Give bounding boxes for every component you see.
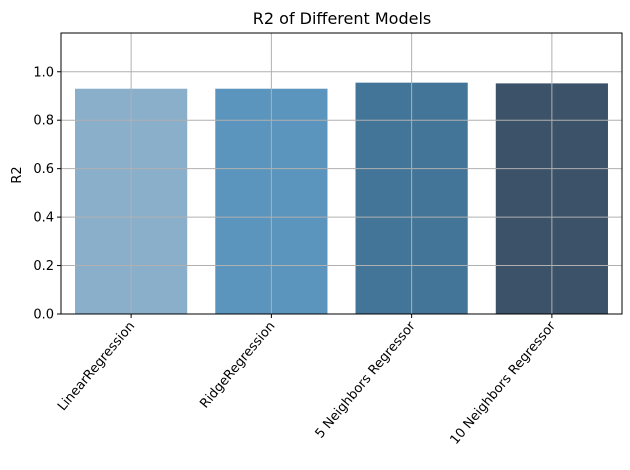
chart-title: R2 of Different Models [253,9,431,28]
y-axis-ticks: 0.0 0.2 0.4 0.6 0.8 1.0 [33,65,61,323]
x-tick-label: RidgeRegression [197,319,278,412]
y-tick-label: 1.0 [33,65,54,80]
y-tick-label: 0.6 [33,162,54,177]
y-axis-label: R2 [10,166,25,183]
y-tick-label: 0.8 [33,114,54,129]
x-axis-ticks: LinearRegression RidgeRegression 5 Neighbo… [55,314,559,448]
x-tick-label: 10 Neighbors Regressor [447,318,559,447]
y-tick-label: 0.4 [33,211,54,226]
y-tick-label: 0.0 [33,308,54,323]
y-tick-label: 0.2 [33,259,54,274]
bars-group [75,82,608,315]
x-tick-label: 5 Neighbors Regressor [313,318,420,441]
plot-frame [60,32,623,315]
x-tick-label: LinearRegression [55,319,138,414]
